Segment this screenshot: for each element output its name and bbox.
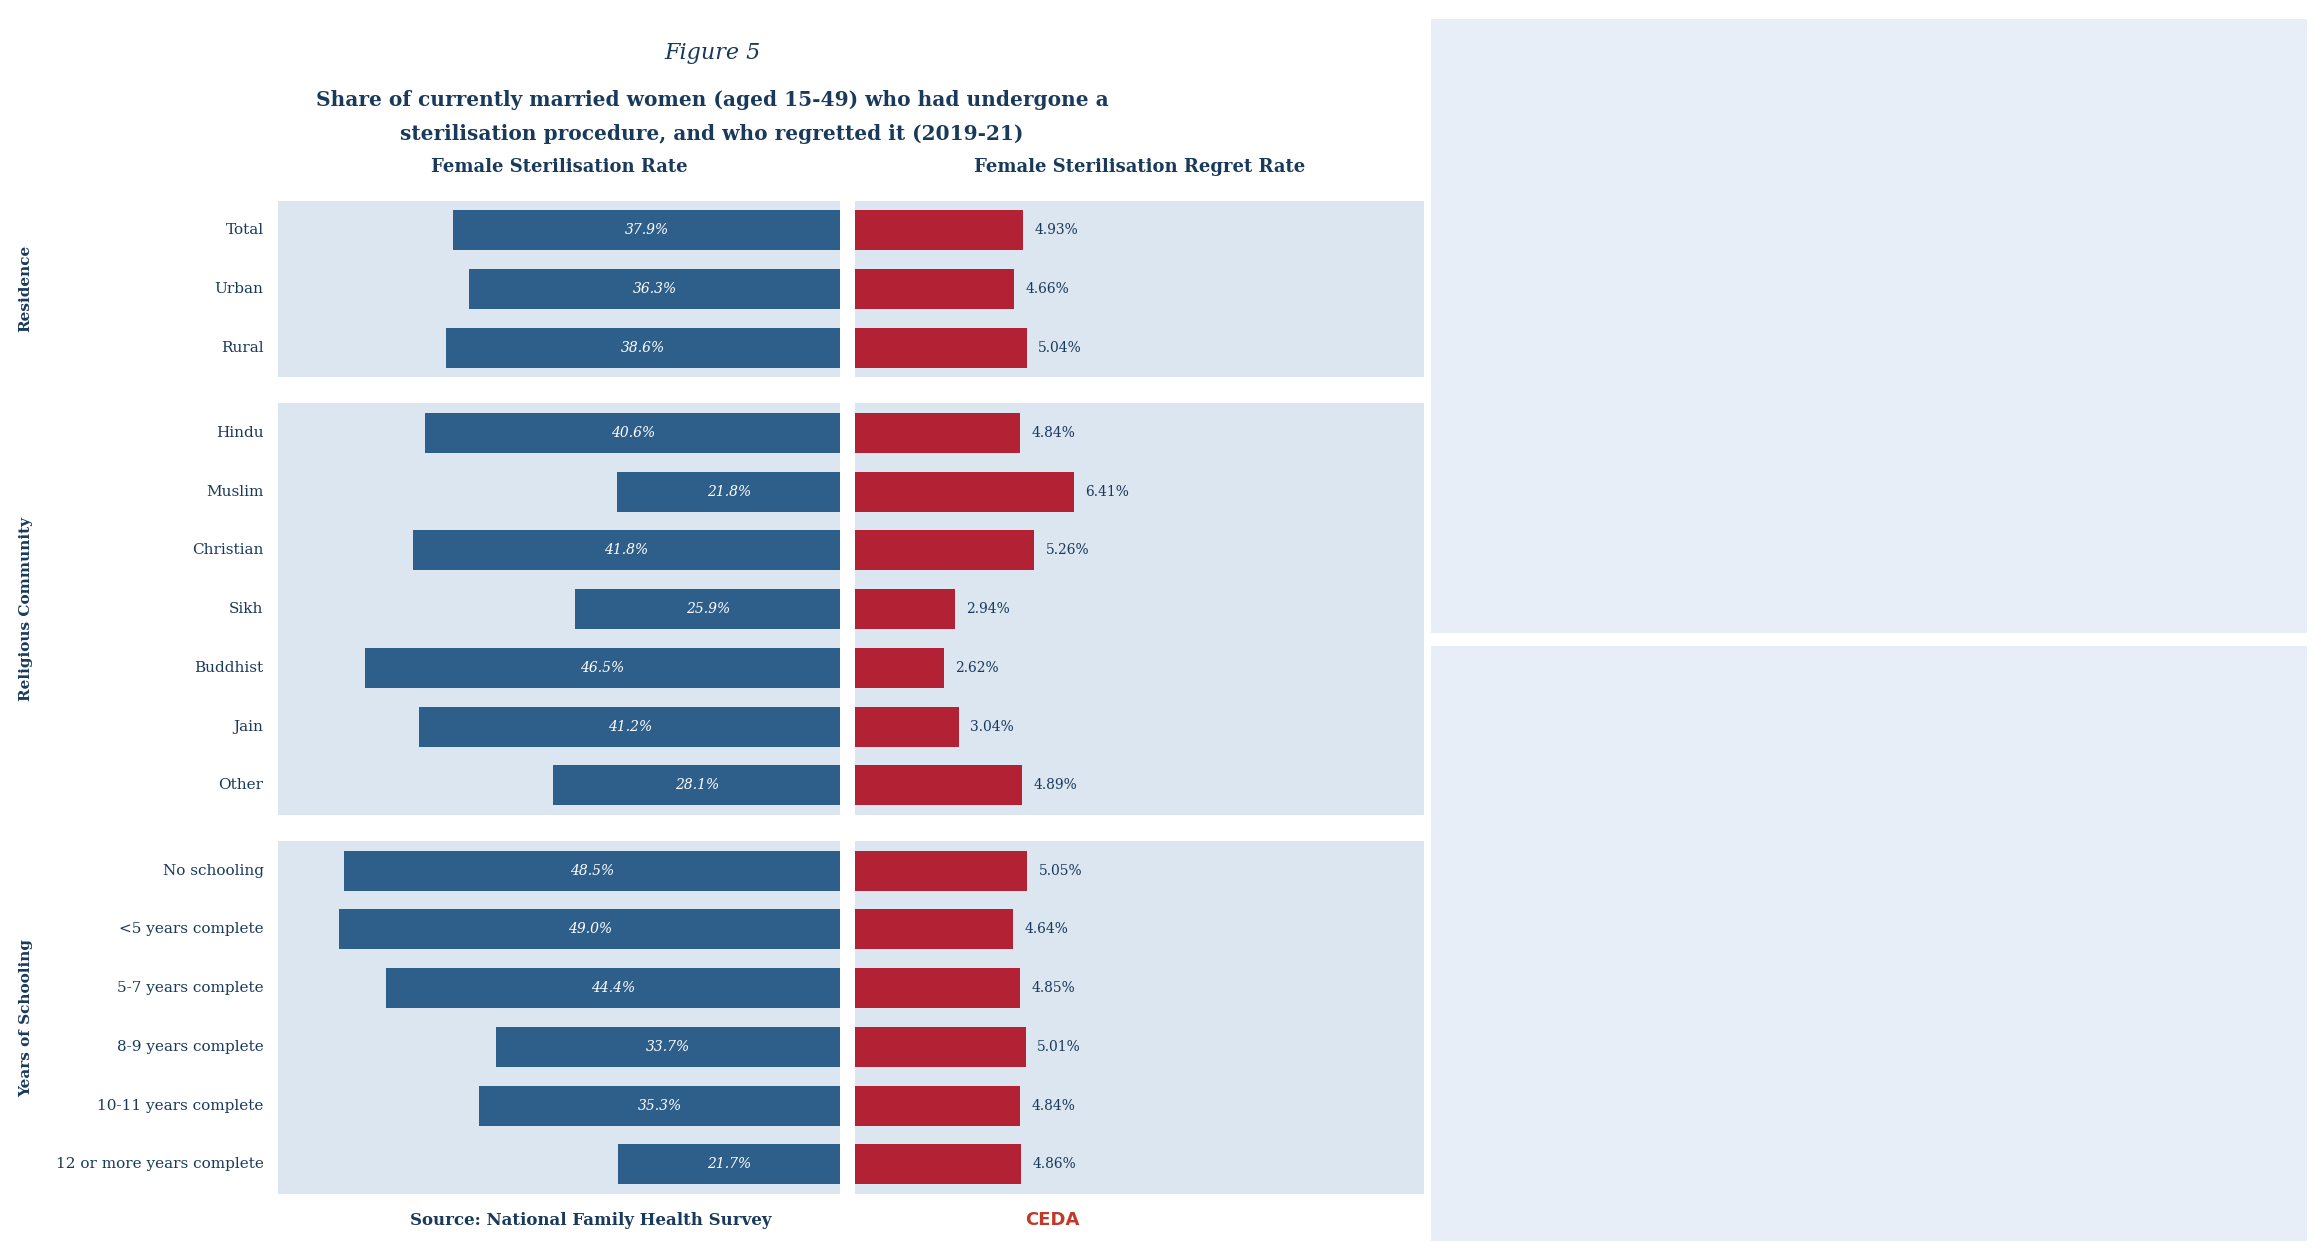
- FancyBboxPatch shape: [452, 209, 841, 250]
- Text: 4.84%: 4.84%: [1031, 426, 1075, 440]
- FancyBboxPatch shape: [855, 209, 1024, 250]
- FancyBboxPatch shape: [412, 530, 841, 571]
- Text: No schooling: No schooling: [162, 864, 264, 878]
- Text: 21.8%: 21.8%: [706, 484, 750, 499]
- Text: 38.6%: 38.6%: [621, 341, 665, 355]
- FancyBboxPatch shape: [855, 268, 1014, 308]
- Text: 2.94%: 2.94%: [966, 602, 1010, 616]
- FancyBboxPatch shape: [855, 589, 954, 630]
- Text: Source: National Family Health Survey: Source: National Family Health Survey: [410, 1211, 771, 1229]
- FancyBboxPatch shape: [345, 850, 841, 890]
- Text: Buddhist: Buddhist: [195, 661, 264, 675]
- FancyBboxPatch shape: [855, 841, 1424, 1194]
- Text: 5.04%: 5.04%: [1038, 341, 1082, 355]
- FancyBboxPatch shape: [855, 648, 945, 688]
- Text: Share of currently married women (aged 15-49) who had undergone a: Share of currently married women (aged 1…: [315, 90, 1109, 110]
- FancyBboxPatch shape: [855, 472, 1075, 512]
- Text: 41.2%: 41.2%: [607, 720, 651, 734]
- Text: Other: Other: [218, 779, 264, 793]
- Text: 33.7%: 33.7%: [646, 1040, 690, 1053]
- FancyBboxPatch shape: [496, 1027, 841, 1067]
- Text: 3.04%: 3.04%: [970, 720, 1014, 734]
- Text: 12 or more years complete: 12 or more years complete: [56, 1157, 264, 1171]
- Text: Jain: Jain: [234, 720, 264, 734]
- FancyBboxPatch shape: [855, 327, 1026, 367]
- FancyBboxPatch shape: [855, 530, 1035, 571]
- Text: Rural: Rural: [220, 341, 264, 355]
- Text: 4.93%: 4.93%: [1035, 223, 1079, 237]
- FancyBboxPatch shape: [278, 841, 841, 1194]
- FancyBboxPatch shape: [855, 765, 1021, 805]
- FancyBboxPatch shape: [855, 909, 1012, 949]
- Text: 49.0%: 49.0%: [567, 923, 611, 937]
- Text: Female Sterilisation Regret Rate: Female Sterilisation Regret Rate: [973, 158, 1306, 176]
- FancyBboxPatch shape: [855, 1145, 1021, 1185]
- Text: 44.4%: 44.4%: [591, 981, 635, 996]
- Text: 41.8%: 41.8%: [604, 543, 648, 557]
- Text: 35.3%: 35.3%: [637, 1099, 681, 1112]
- Text: 5-7 years complete: 5-7 years complete: [116, 981, 264, 996]
- FancyBboxPatch shape: [364, 648, 841, 688]
- FancyBboxPatch shape: [618, 1145, 841, 1185]
- Text: 21.7%: 21.7%: [706, 1157, 750, 1171]
- FancyBboxPatch shape: [445, 327, 841, 367]
- Text: Sikh: Sikh: [229, 602, 264, 616]
- FancyBboxPatch shape: [855, 201, 1424, 377]
- Text: Residence: Residence: [19, 246, 32, 332]
- FancyBboxPatch shape: [855, 706, 959, 746]
- Text: 5.01%: 5.01%: [1038, 1040, 1082, 1053]
- Text: sterilisation procedure, and who regretted it (2019-21): sterilisation procedure, and who regrett…: [401, 124, 1024, 144]
- FancyBboxPatch shape: [618, 472, 841, 512]
- FancyBboxPatch shape: [554, 765, 841, 805]
- FancyBboxPatch shape: [387, 968, 841, 1008]
- Text: 4.66%: 4.66%: [1026, 282, 1070, 296]
- Text: 8-9 years complete: 8-9 years complete: [116, 1040, 264, 1053]
- FancyBboxPatch shape: [855, 968, 1021, 1008]
- Text: 6.41%: 6.41%: [1086, 484, 1128, 499]
- Text: 2.62%: 2.62%: [957, 661, 998, 675]
- Text: Christian: Christian: [192, 543, 264, 557]
- Text: 4.85%: 4.85%: [1033, 981, 1075, 996]
- FancyBboxPatch shape: [419, 706, 841, 746]
- Text: 25.9%: 25.9%: [686, 602, 730, 616]
- FancyBboxPatch shape: [470, 268, 841, 308]
- Text: 36.3%: 36.3%: [632, 282, 676, 296]
- Text: Religious Community: Religious Community: [19, 517, 32, 701]
- Text: 28.1%: 28.1%: [674, 779, 718, 793]
- FancyBboxPatch shape: [426, 413, 841, 453]
- FancyBboxPatch shape: [479, 1086, 841, 1126]
- Text: 37.9%: 37.9%: [625, 223, 669, 237]
- Text: Total: Total: [225, 223, 264, 237]
- FancyBboxPatch shape: [278, 404, 841, 815]
- Text: 4.64%: 4.64%: [1024, 923, 1068, 937]
- Text: CEDA: CEDA: [1026, 1211, 1079, 1229]
- Text: 4.86%: 4.86%: [1033, 1157, 1077, 1171]
- FancyBboxPatch shape: [574, 589, 841, 630]
- Text: Female Sterilisation Rate: Female Sterilisation Rate: [431, 158, 688, 176]
- FancyBboxPatch shape: [855, 404, 1424, 815]
- Text: 4.84%: 4.84%: [1031, 1099, 1075, 1112]
- FancyBboxPatch shape: [855, 1086, 1019, 1126]
- Text: 4.89%: 4.89%: [1033, 779, 1077, 793]
- Text: 48.5%: 48.5%: [570, 864, 614, 878]
- Text: 10-11 years complete: 10-11 years complete: [97, 1099, 264, 1112]
- Text: Years of Schooling: Years of Schooling: [19, 938, 32, 1096]
- FancyBboxPatch shape: [278, 201, 841, 377]
- Text: Muslim: Muslim: [206, 484, 264, 499]
- Text: Urban: Urban: [215, 282, 264, 296]
- Text: Hindu: Hindu: [215, 426, 264, 440]
- Text: 46.5%: 46.5%: [581, 661, 625, 675]
- Text: Figure 5: Figure 5: [665, 41, 760, 64]
- Text: <5 years complete: <5 years complete: [118, 923, 264, 937]
- Text: 5.05%: 5.05%: [1038, 864, 1082, 878]
- Text: 5.26%: 5.26%: [1047, 543, 1089, 557]
- FancyBboxPatch shape: [855, 850, 1028, 890]
- FancyBboxPatch shape: [855, 1027, 1026, 1067]
- FancyBboxPatch shape: [855, 413, 1019, 453]
- Text: 40.6%: 40.6%: [611, 426, 655, 440]
- FancyBboxPatch shape: [338, 909, 841, 949]
